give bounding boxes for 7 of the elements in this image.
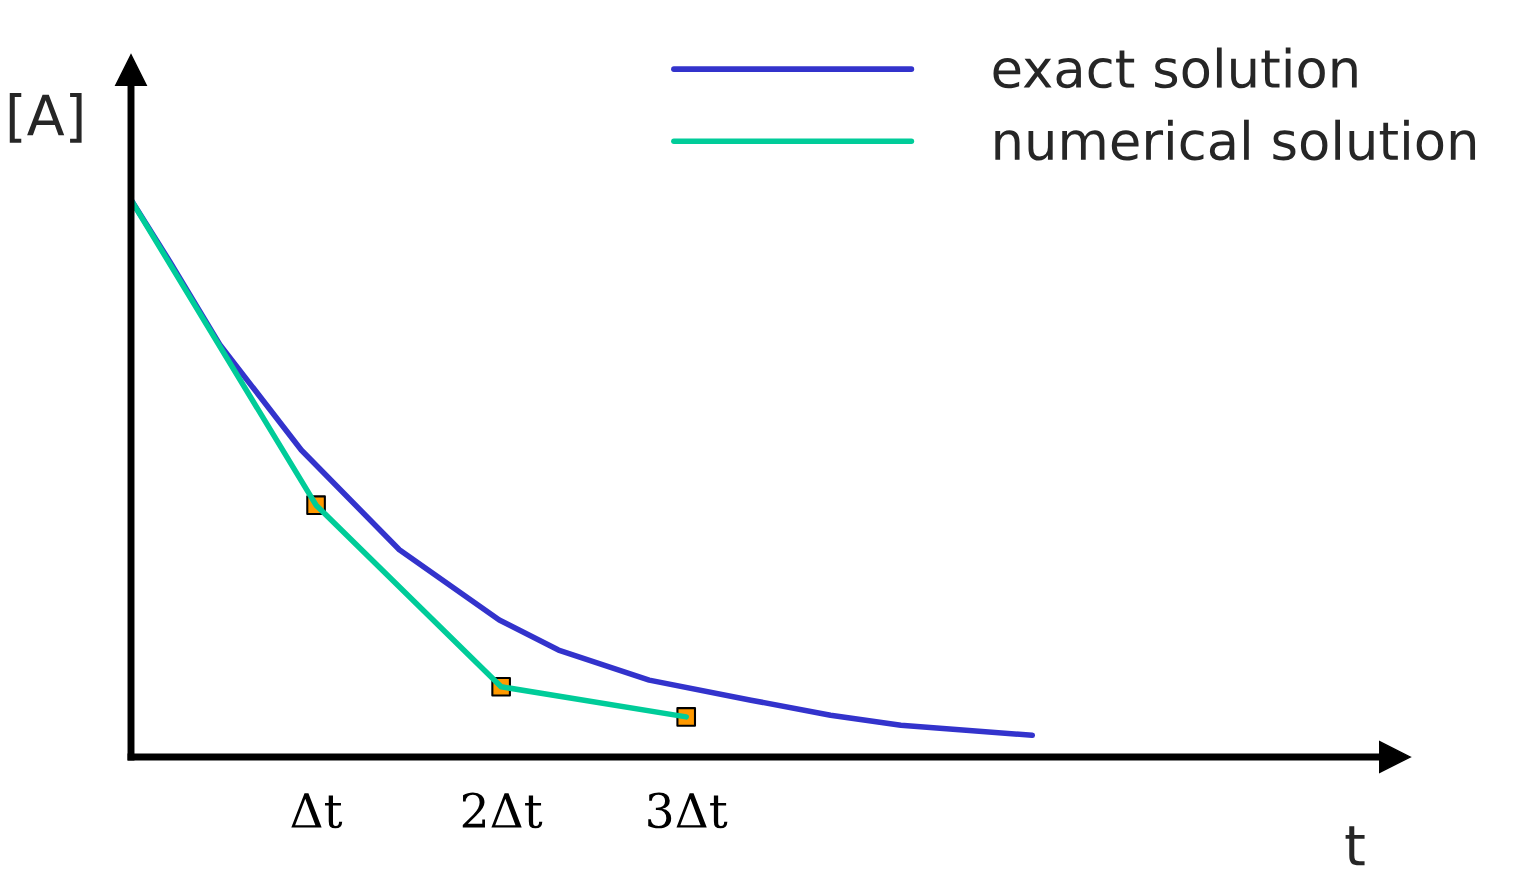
y-axis-title: [A] [9, 93, 82, 143]
legend-label: numerical solution [995, 119, 1476, 161]
x-tick-label: 3Δt [648, 792, 728, 829]
x-tick-label: Δt [291, 793, 343, 829]
legend-label: exact solution [993, 47, 1357, 89]
x-axis-title: t [1345, 826, 1365, 866]
x-tick-label: 2Δt [462, 792, 543, 829]
